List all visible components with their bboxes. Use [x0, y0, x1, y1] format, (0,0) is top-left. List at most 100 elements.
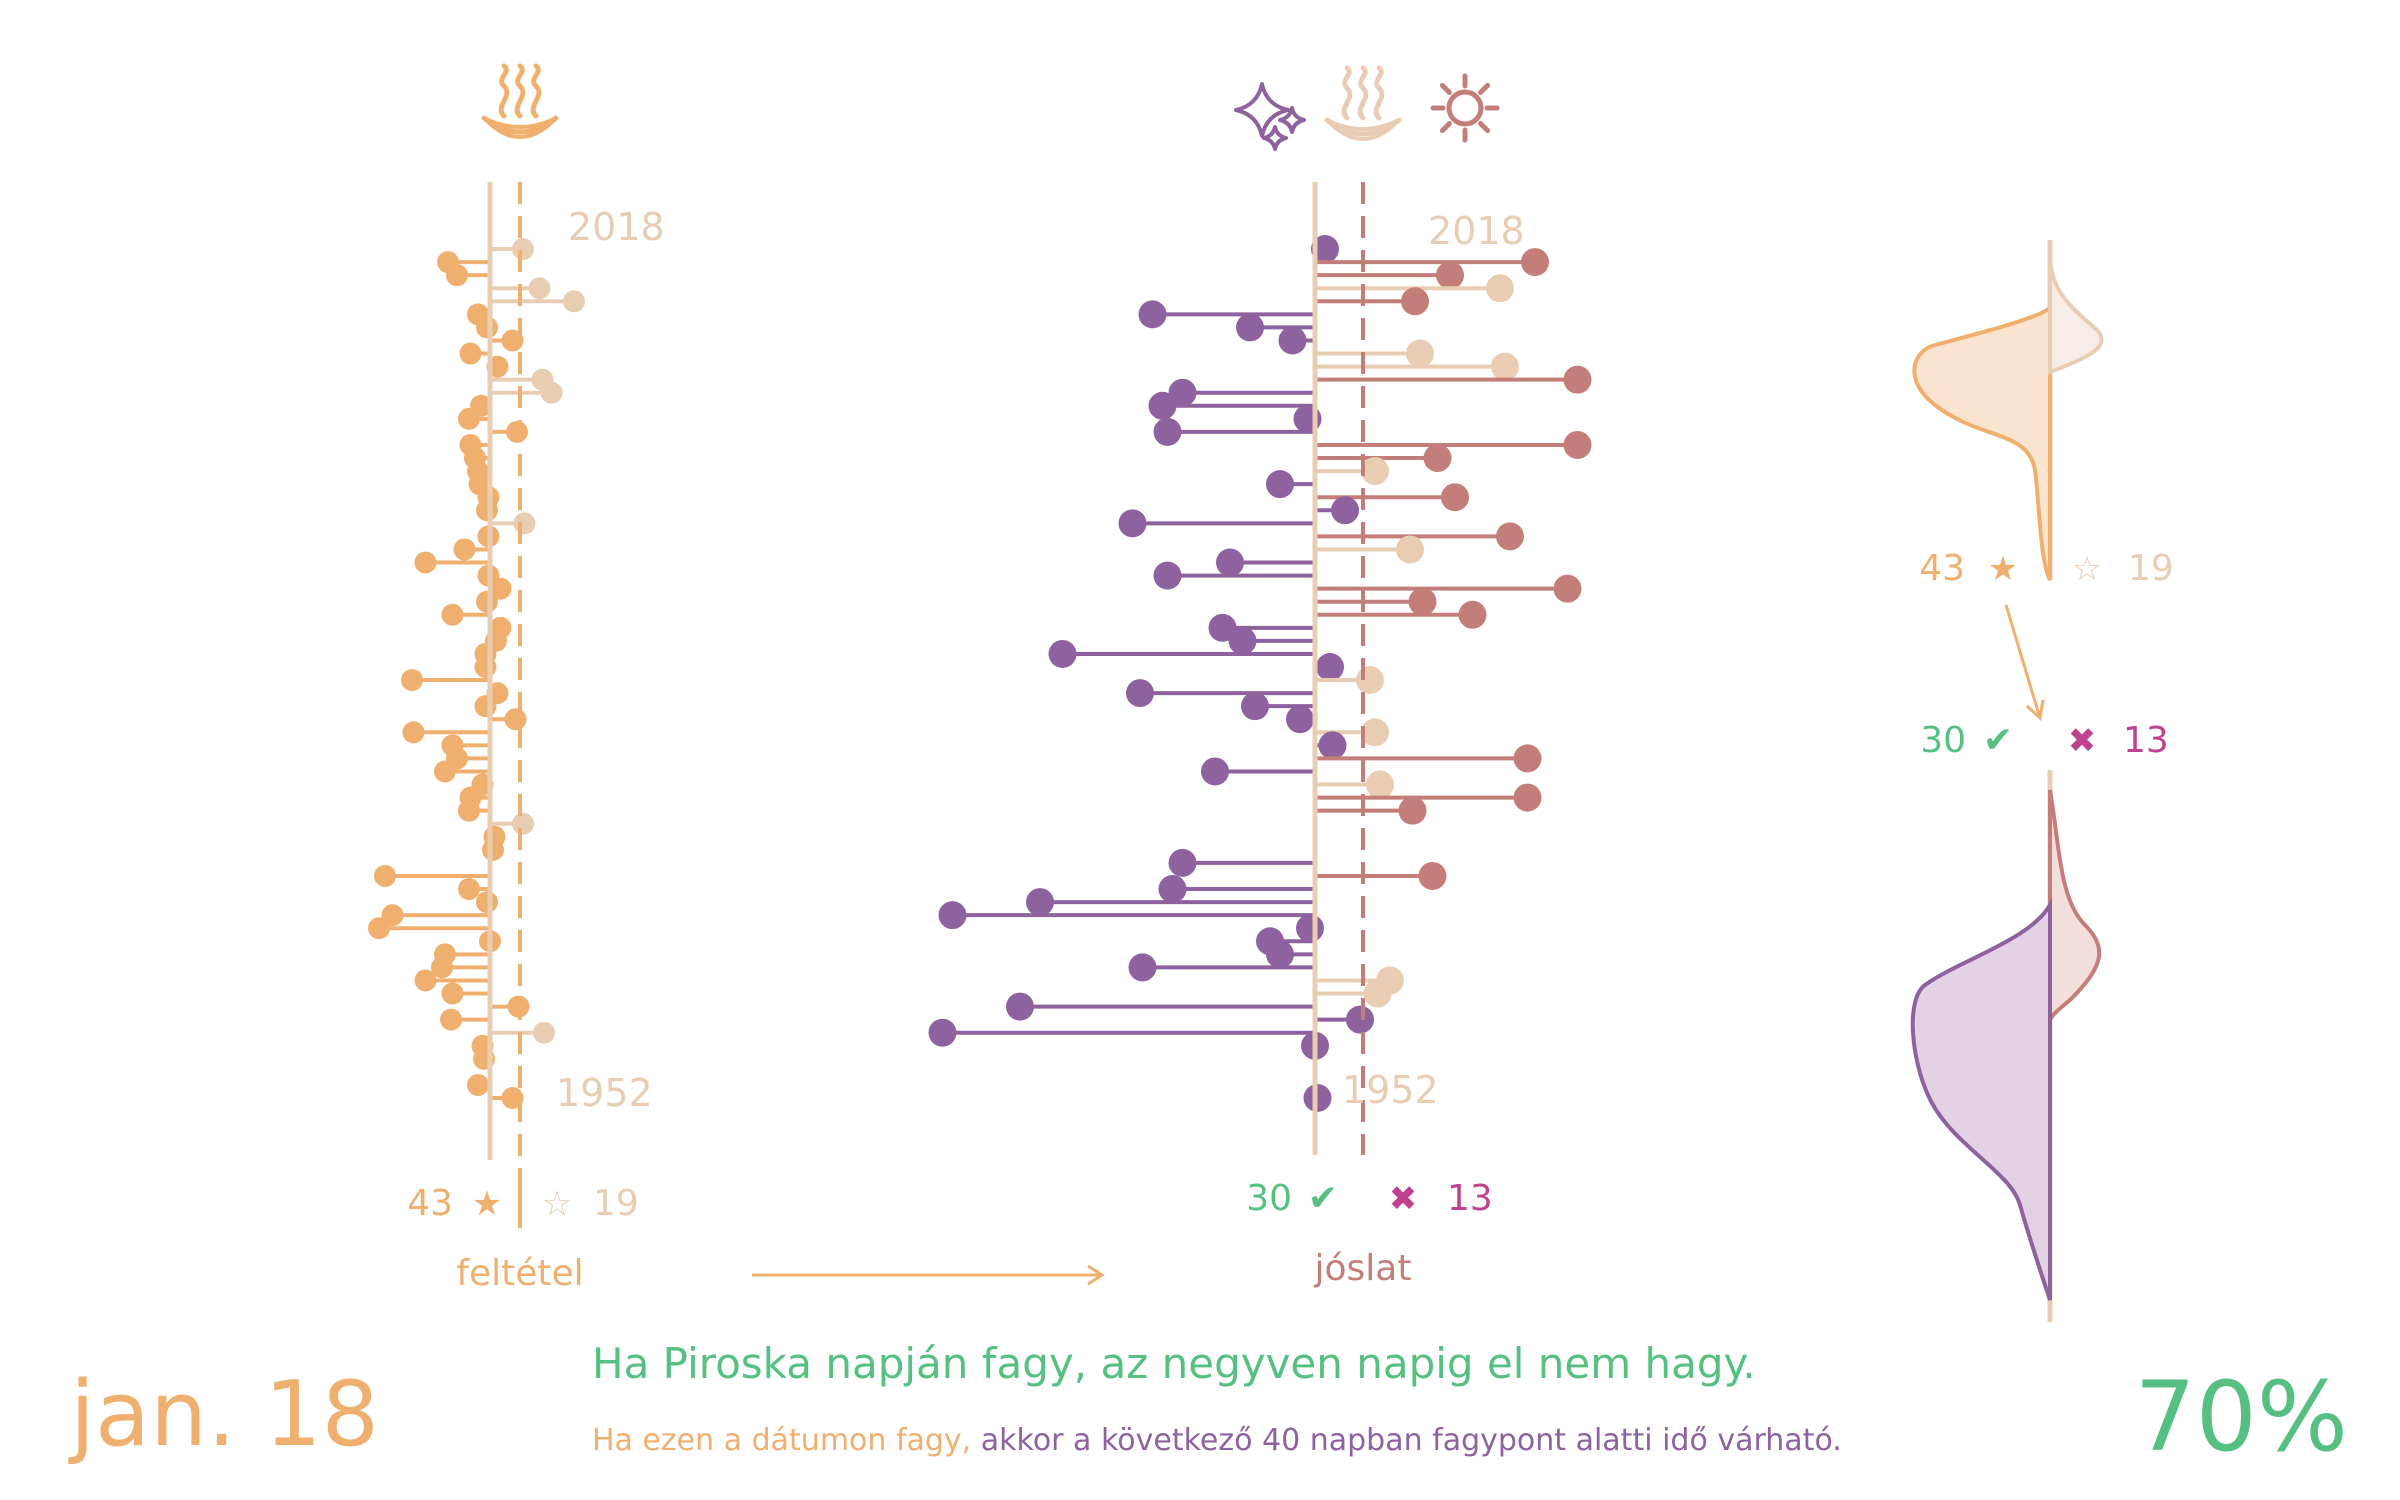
explanation-part-2: akkor a következő 40 napban fagypont ala… [981, 1423, 1842, 1458]
lollipop-1985 [1315, 653, 1344, 681]
lollipop-2013 [1315, 287, 1429, 316]
lollipop-2015 [1315, 261, 1464, 290]
lollipop-1957 [928, 1018, 1315, 1047]
lollipop-1965 [368, 917, 490, 940]
lollipop-1965 [1296, 914, 1324, 943]
condition-lollipops [368, 238, 585, 1109]
lollipop-dot [1563, 430, 1592, 459]
lollipop-dot [1153, 417, 1182, 446]
side-count-yes: 43 [1919, 548, 1965, 589]
lollipop-1958 [440, 1008, 490, 1031]
star-filled-icon: ★ [472, 1184, 502, 1224]
lollipop-1957 [490, 1021, 555, 1044]
lollipop-dot [513, 512, 536, 535]
lollipop-dot [1331, 496, 1359, 525]
condition-count-no: 19 [593, 1183, 639, 1224]
lollipop-dot [476, 891, 498, 914]
lollipop-dot [1396, 535, 1424, 564]
lollipop-dot [401, 669, 423, 692]
lollipop-dot [1521, 248, 1549, 277]
lollipop-dot [540, 381, 563, 404]
lollipop-dot [1361, 457, 1389, 486]
lollipop-dot [1286, 705, 1314, 734]
lollipop-dot [1126, 679, 1154, 708]
condition-label: feltétel [456, 1253, 583, 1294]
lollipop-dot [1201, 757, 1229, 786]
cross-icon: ✖ [2068, 721, 2097, 761]
lollipop-dot [1401, 287, 1429, 316]
lollipop-dot [458, 878, 480, 901]
lollipop-1985 [474, 656, 497, 678]
lollipop-1958 [1315, 1005, 1374, 1034]
lollipop-dot [1486, 274, 1514, 303]
lollipop-2013 [490, 290, 585, 313]
prediction-year-bottom: 1952 [1342, 1068, 1439, 1112]
lollipop-2003 [1153, 417, 1315, 446]
lollipop-1993 [1216, 548, 1315, 577]
lollipop-2006 [490, 381, 563, 404]
lollipop-1993 [414, 551, 490, 574]
lollipop-1990 [476, 590, 498, 613]
lollipop-1999 [1266, 470, 1315, 499]
lollipop-dot [1491, 352, 1519, 381]
lollipop-dot [528, 277, 551, 300]
saying-text: Ha Piroska napján fagy, az negyven napig… [592, 1339, 1756, 1388]
lollipop-dot [414, 969, 437, 992]
lollipop-2014 [490, 277, 551, 300]
lollipop-1979 [1315, 731, 1347, 760]
arrow-icon [752, 1264, 1105, 1286]
lollipop-dot [1168, 848, 1197, 877]
lollipop-1961 [414, 969, 490, 992]
lollipop-dot [1318, 731, 1347, 760]
lollipop-2009 [459, 342, 490, 365]
lollipop-dot [1398, 796, 1427, 825]
explanation-part-1: Ha ezen a dátumon fagy, [592, 1423, 971, 1458]
lollipop-1974 [458, 799, 490, 822]
lollipop-dot [381, 904, 404, 927]
lollipop-dot [1048, 639, 1077, 668]
lollipop-dot [1408, 587, 1437, 616]
lollipop-1959 [490, 995, 530, 1018]
lollipop-1970 [1168, 848, 1315, 877]
lollipop-dot [458, 799, 480, 822]
lollipop-1960 [1315, 979, 1392, 1008]
lollipop-1997 [1315, 496, 1359, 525]
lollipop-dot [474, 695, 497, 718]
lollipop-2000 [1315, 457, 1389, 486]
lollipop-dot [1148, 391, 1177, 420]
lollipop-1978 [1315, 744, 1542, 773]
lollipop-1990 [1315, 587, 1437, 616]
lollipop-dot [459, 342, 482, 365]
star-empty-icon: ☆ [542, 1184, 572, 1224]
lollipop-dot [441, 982, 464, 1005]
lollipop-dot [440, 1008, 462, 1031]
lollipop-dot [1311, 235, 1339, 264]
lollipop-2016 [1315, 248, 1549, 277]
lollipop-dot [504, 708, 527, 731]
lollipop-1998 [1315, 483, 1469, 512]
condition-count-yes: 43 [407, 1183, 453, 1224]
lollipop-dot [1216, 548, 1244, 577]
lollipop-1989 [441, 603, 490, 626]
lollipop-dot [1366, 770, 1394, 799]
lollipop-1967 [1026, 888, 1315, 917]
prediction-count-correct: 30 [1246, 1178, 1292, 1219]
lollipop-dot [1363, 979, 1392, 1008]
lollipop-dot [506, 420, 528, 443]
lollipop-1975 [1315, 783, 1542, 812]
lollipop-1991 [1315, 574, 1582, 603]
density-plots [1910, 257, 2104, 1301]
lollipop-dot [1316, 653, 1344, 681]
lollipop-1962 [1128, 953, 1315, 982]
lollipop-dot [1138, 300, 1167, 329]
lollipop-dot [1168, 378, 1197, 407]
hot-spring-icon [1324, 65, 1402, 141]
lollipop-1997 [476, 499, 498, 522]
lollipop-dot [1236, 313, 1264, 342]
lollipop-2011 [1236, 313, 1315, 342]
star-filled-icon: ★ [1988, 549, 2018, 589]
lollipop-dot [512, 812, 534, 835]
lollipop-dot [1153, 561, 1182, 590]
lollipop-dot [431, 956, 453, 979]
lollipop-dot [1346, 1005, 1374, 1034]
